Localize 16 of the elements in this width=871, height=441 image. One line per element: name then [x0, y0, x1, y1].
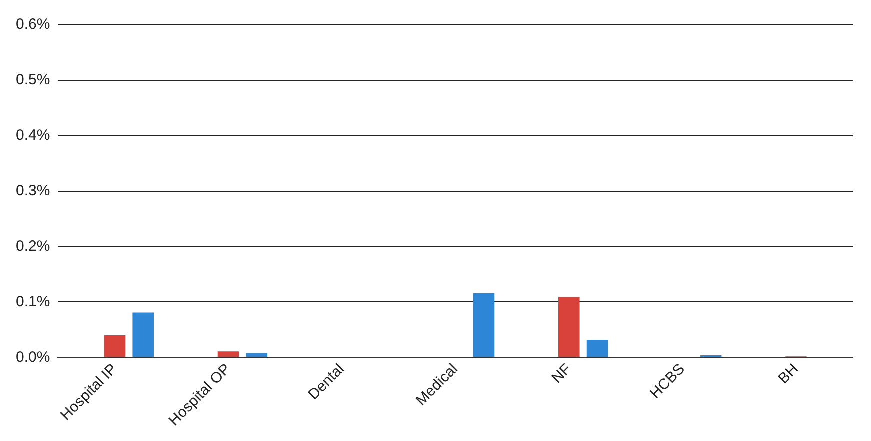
- bar: [586, 340, 608, 358]
- y-tick-label: 0.3%: [16, 182, 50, 200]
- y-tick-label: 0.0%: [16, 348, 50, 366]
- y-tick-label: 0.4%: [16, 127, 50, 144]
- x-tick-label: NF: [548, 360, 575, 387]
- bar: [473, 293, 495, 358]
- y-tick-label: 0.5%: [16, 72, 50, 89]
- bar: [558, 297, 580, 358]
- y-tick-label: 0.6%: [16, 16, 50, 34]
- bar: [218, 352, 240, 358]
- bar: [132, 312, 154, 358]
- bar: [104, 336, 126, 358]
- y-tick-label: 0.2%: [16, 238, 50, 255]
- bar: [246, 353, 268, 358]
- x-tick-label: BH: [775, 360, 802, 388]
- y-tick-label: 0.1%: [16, 293, 50, 310]
